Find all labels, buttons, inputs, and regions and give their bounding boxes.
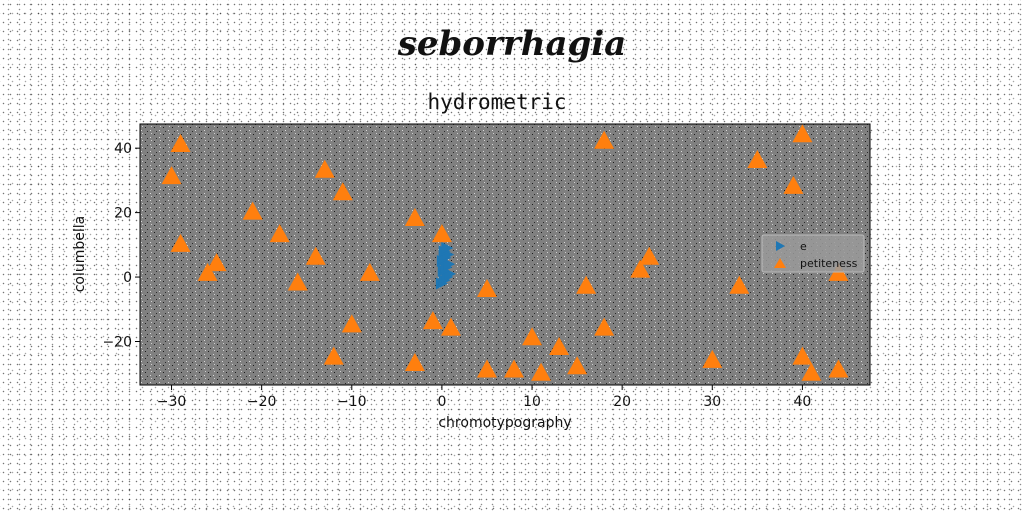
scatter-point-petiteness: [594, 317, 615, 336]
scatter-point-petiteness: [792, 346, 813, 365]
scatter-point-petiteness: [594, 130, 615, 149]
scatter-point-petiteness: [531, 362, 552, 381]
scatter-point-petiteness: [305, 246, 326, 265]
x-tick-label: −30: [157, 394, 187, 410]
scatter-point-petiteness: [783, 175, 804, 194]
scatter-point-petiteness: [702, 349, 723, 368]
scatter-point-petiteness: [404, 353, 425, 372]
y-tick-label: 20: [114, 206, 132, 222]
legend-marker-e: [776, 241, 785, 251]
scatter-point-petiteness: [242, 201, 263, 220]
scatter-point-e: [441, 242, 454, 255]
scatter-point-petiteness: [567, 356, 588, 375]
y-axis: −20 0 20 40: [102, 141, 140, 351]
x-tick-label: 10: [523, 394, 541, 410]
scatter-point-petiteness: [314, 159, 335, 178]
scatter-point-petiteness: [269, 224, 290, 243]
y-tick-label: 40: [114, 141, 132, 157]
scatter-point-petiteness: [197, 262, 218, 281]
scatter-point-petiteness: [404, 208, 425, 227]
scatter-point-petiteness: [359, 262, 380, 281]
scatter-point-petiteness: [476, 359, 497, 378]
y-axis-label: columbella: [72, 216, 88, 293]
legend-label-e: e: [800, 240, 807, 253]
x-tick-label: 20: [613, 394, 631, 410]
scatter-point-petiteness: [522, 327, 543, 346]
legend-box: [761, 234, 865, 273]
scatter-point-petiteness: [206, 253, 227, 272]
scatter-point-petiteness: [792, 124, 813, 143]
figure-suptitle: seborrhagia: [397, 24, 627, 64]
scatter-point-petiteness: [287, 272, 308, 291]
scatter-point-petiteness: [422, 311, 443, 330]
plot-frame: [139, 123, 871, 386]
scatter-point-petiteness: [341, 314, 362, 333]
scatter-point-petiteness: [729, 275, 750, 294]
scatter-point-petiteness: [170, 133, 191, 152]
y-tick-label: −20: [102, 335, 132, 351]
legend-label-petiteness: petiteness: [800, 257, 858, 270]
scatter-point-petiteness: [576, 275, 597, 294]
scatter-point-petiteness: [504, 359, 525, 378]
scatter-point-petiteness: [476, 278, 497, 297]
scatter-point-petiteness: [801, 362, 822, 381]
x-tick-label: −10: [337, 394, 367, 410]
legend: e petiteness: [761, 234, 865, 273]
chart-title: hydrometric: [427, 90, 566, 114]
scatter-point-petiteness: [161, 166, 182, 185]
scatter-point-petiteness: [332, 182, 353, 201]
scatter-point-petiteness: [431, 224, 452, 243]
scatter-point-petiteness: [549, 336, 570, 355]
scatter-point-petiteness: [747, 150, 768, 169]
scatter-point-petiteness: [639, 246, 660, 265]
x-tick-label: −20: [247, 394, 277, 410]
x-tick-label: 30: [703, 394, 721, 410]
scatter-point-petiteness: [323, 346, 344, 365]
x-axis-label: chromotypography: [438, 415, 571, 431]
scatter-point-petiteness: [630, 259, 651, 278]
scatter-point-petiteness: [170, 233, 191, 252]
legend-marker-petiteness: [774, 258, 786, 268]
scatter-point-petiteness: [828, 359, 849, 378]
x-axis: −30 −20 −10 0 10 20 30 40: [157, 385, 811, 410]
data-marks: [161, 124, 849, 381]
scatter-point-petiteness: [440, 317, 461, 336]
x-tick-label: 0: [437, 394, 446, 410]
x-tick-label: 40: [793, 394, 811, 410]
y-tick-label: 0: [123, 270, 132, 286]
